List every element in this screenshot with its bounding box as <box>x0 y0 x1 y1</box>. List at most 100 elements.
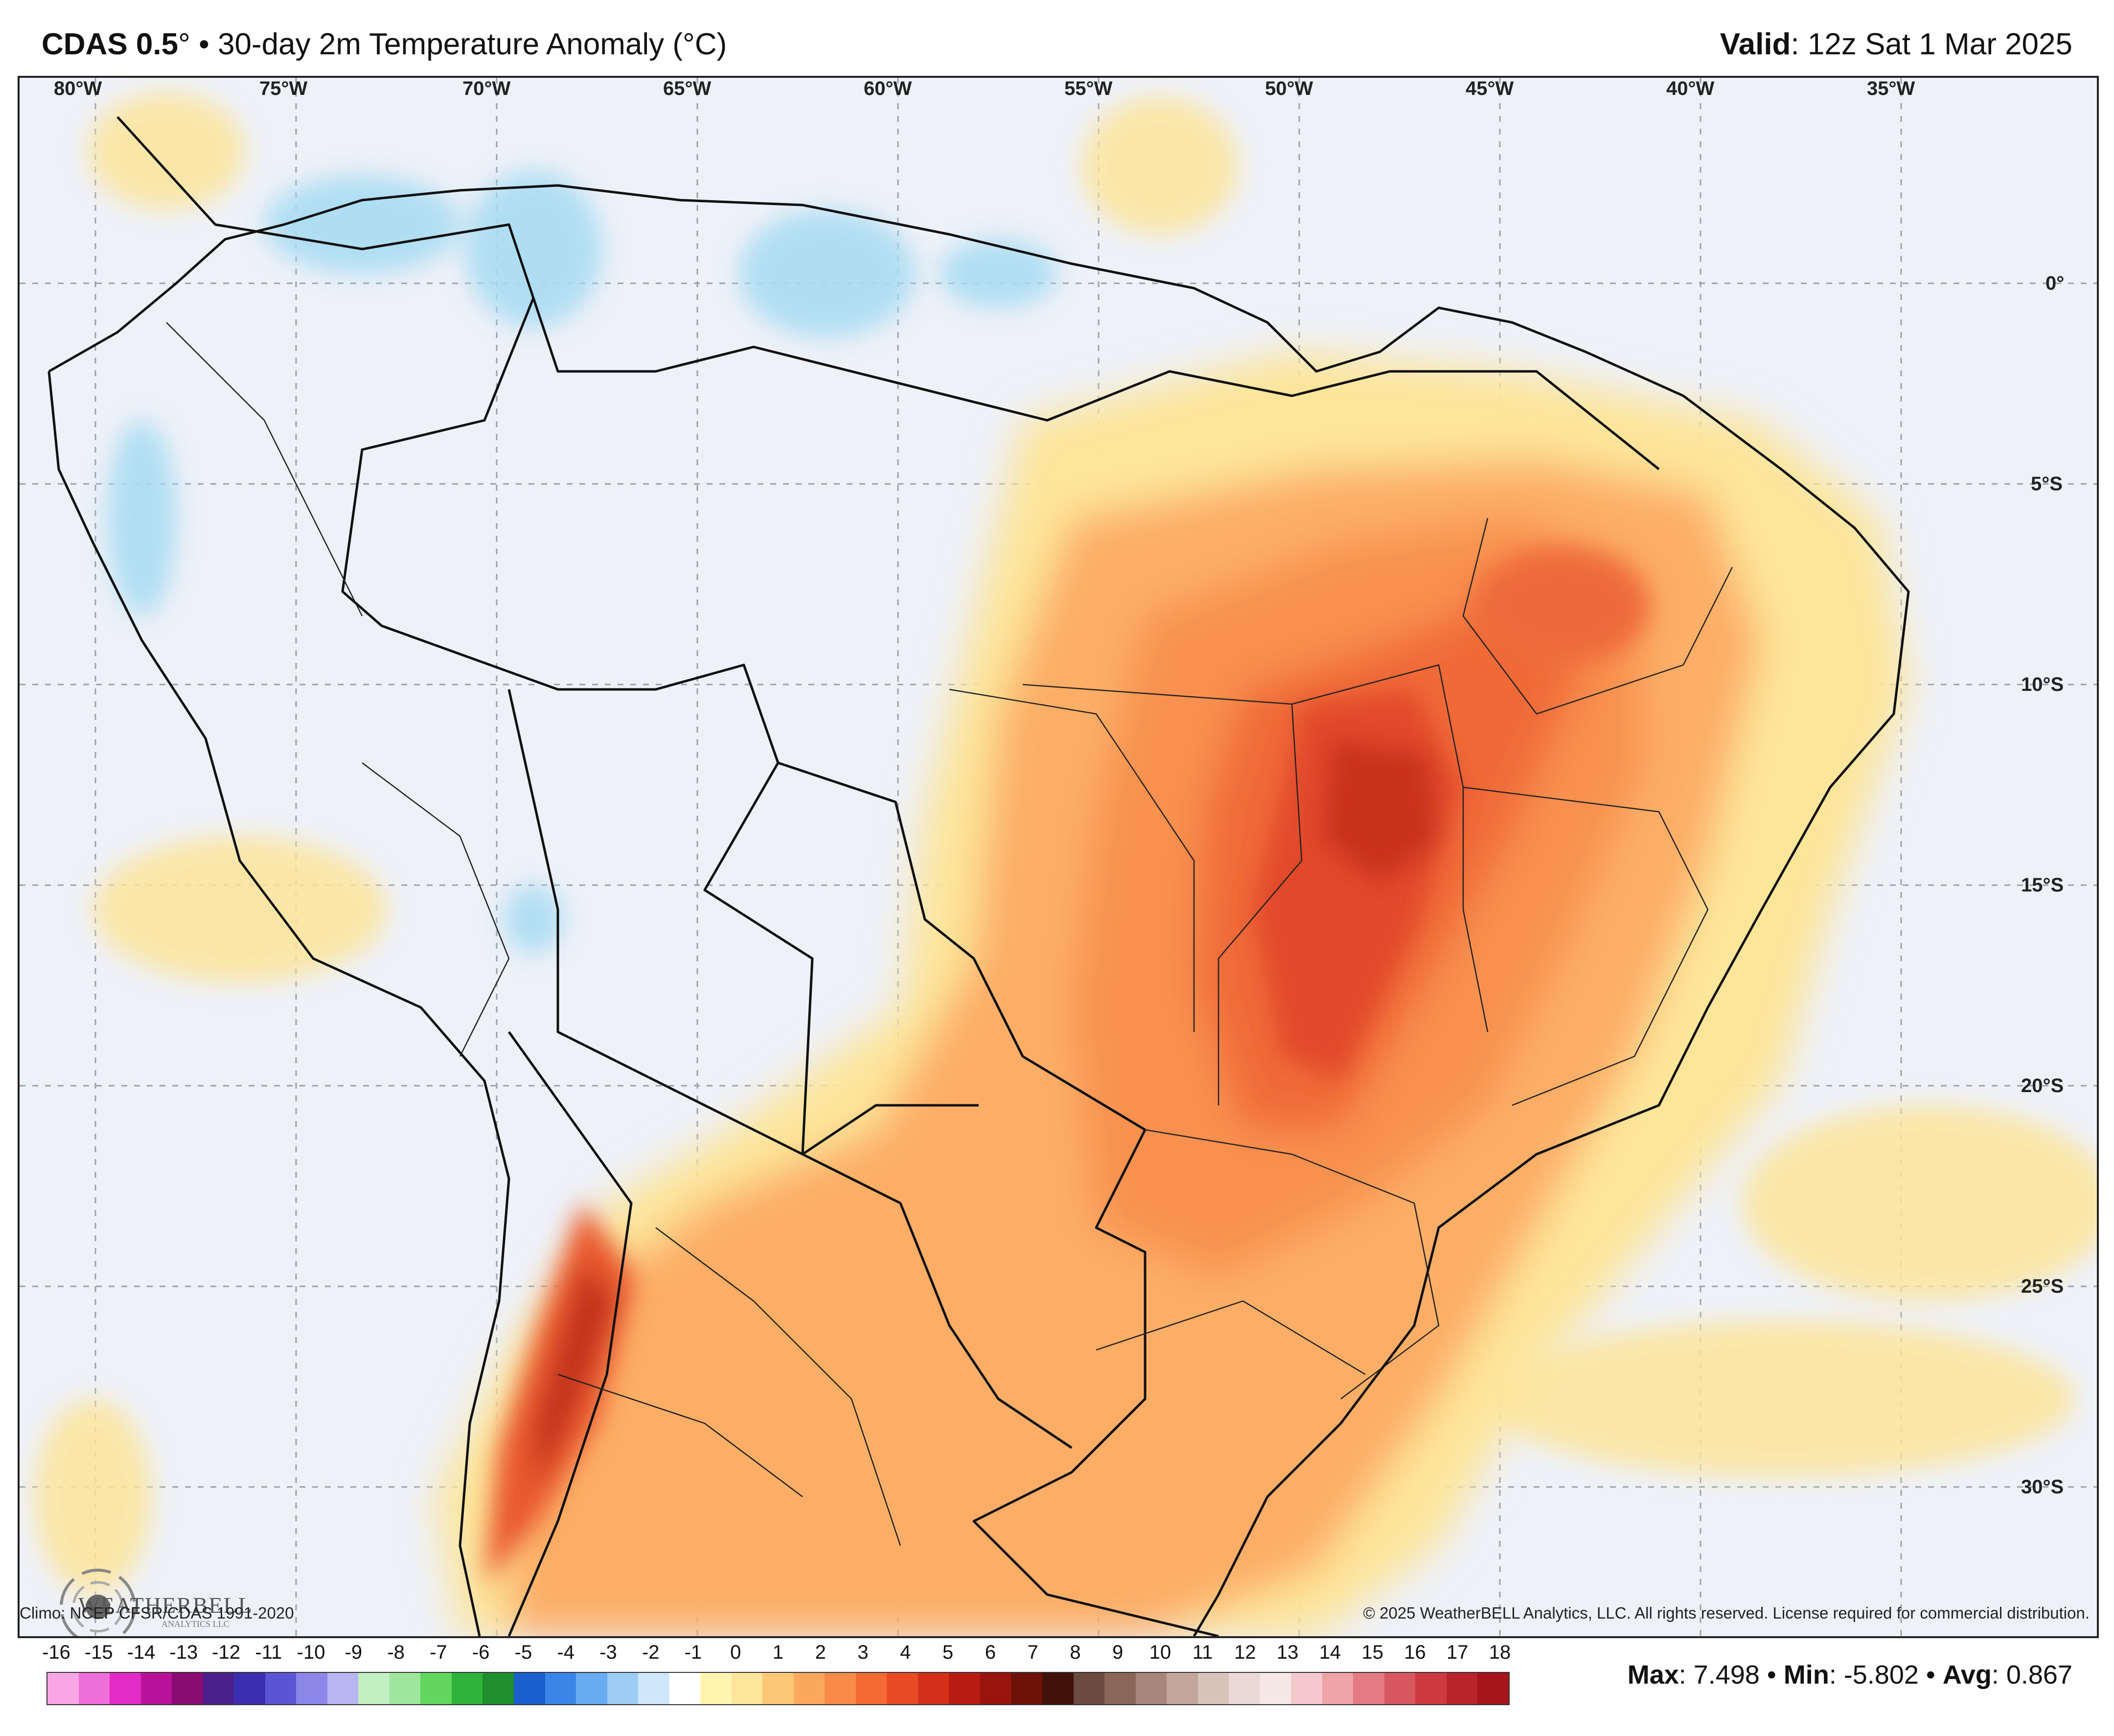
title-text: • 30-day 2m Temperature Anomaly (°C) <box>190 27 727 61</box>
colorbar-swatch <box>1197 1673 1229 1704</box>
colorbar-tick-label: -15 <box>84 1642 113 1663</box>
lat-label-15s: 15°S <box>2021 874 2064 896</box>
colorbar-swatch <box>1477 1673 1509 1704</box>
colorbar-tick-label: -16 <box>42 1642 70 1663</box>
colorbar-swatch <box>483 1673 514 1704</box>
colorbar-swatch <box>110 1673 141 1704</box>
colorbar-swatch <box>638 1673 669 1704</box>
colorbar-swatch <box>1042 1673 1074 1704</box>
lon-label-45w: 45°W <box>1466 78 1514 99</box>
colorbar-tick-label: 0 <box>730 1642 741 1663</box>
warm-anomaly-patches <box>34 92 2097 1595</box>
colorbar-swatch <box>700 1673 732 1704</box>
coastline <box>47 184 1910 1636</box>
state-borders <box>166 322 1733 1546</box>
colorbar-tick-label: 16 <box>1404 1642 1426 1663</box>
valid-time: Valid: 12z Sat 1 Mar 2025 <box>1720 27 2072 62</box>
colorbar-swatch <box>1167 1673 1198 1704</box>
colorbar-tick-label: 6 <box>985 1642 996 1663</box>
colorbar-tick-label: 5 <box>942 1642 954 1663</box>
colorbar-swatch <box>451 1673 483 1704</box>
colorbar-tick-label: 15 <box>1361 1642 1383 1663</box>
colorbar-swatch <box>1229 1673 1260 1704</box>
colorbar-tick-label: -4 <box>557 1642 574 1663</box>
colorbar-tick-label: 8 <box>1070 1642 1081 1663</box>
colorbar-swatch <box>1291 1673 1322 1704</box>
header: CDAS 0.5° • 30-day 2m Temperature Anomal… <box>0 0 2114 73</box>
colorbar-swatch <box>1104 1673 1136 1704</box>
colorbar-swatch <box>855 1673 887 1704</box>
colorbar-swatch <box>1260 1673 1291 1704</box>
colorbar-swatch <box>1011 1673 1042 1704</box>
colorbar-swatch <box>47 1673 79 1704</box>
map-title: CDAS 0.5° • 30-day 2m Temperature Anomal… <box>42 27 727 62</box>
colorbar-swatch <box>265 1673 297 1704</box>
lon-label-60w: 60°W <box>864 78 912 99</box>
colorbar-tick-label: -6 <box>472 1642 490 1663</box>
lon-label-80w: 80°W <box>54 78 102 99</box>
colorbar-tick-label: -7 <box>430 1642 447 1663</box>
colorbar-swatch <box>545 1673 576 1704</box>
colorbar-tick-label: 2 <box>815 1642 826 1663</box>
swirl-icon <box>60 1569 136 1636</box>
weatherbell-logo: WEATHERBELL ANALYTICS LLC <box>44 1565 252 1636</box>
colorbar-tick-label: -14 <box>127 1642 156 1663</box>
colorbar-tick-label: -1 <box>684 1642 702 1663</box>
product-degree: ° <box>178 27 190 61</box>
colorbar-swatch <box>203 1673 234 1704</box>
lat-label-0: 0° <box>2045 273 2065 294</box>
lon-label-50w: 50°W <box>1265 78 1313 99</box>
colorbar-swatch <box>731 1673 763 1704</box>
colorbar-swatch <box>1322 1673 1354 1704</box>
colorbar-swatch <box>1446 1673 1478 1704</box>
colorbar-swatch <box>762 1673 794 1704</box>
colorbar-swatch <box>793 1673 825 1704</box>
lon-label-70w: 70°W <box>462 78 511 99</box>
min-label: Min <box>1783 1660 1829 1690</box>
colorbar-tick-label: -2 <box>642 1642 660 1663</box>
colorbar-tick-label: -5 <box>514 1642 532 1663</box>
colorbar-swatch <box>420 1673 452 1704</box>
colorbar-swatch <box>296 1673 327 1704</box>
logo-subtext: ANALYTICS LLC <box>161 1619 230 1629</box>
colorbar-swatch <box>887 1673 918 1704</box>
map-panel: 80°W 75°W 70°W 65°W 60°W 55°W 50°W 45°W … <box>18 76 2099 1638</box>
colorbar-tick-label: 4 <box>900 1642 911 1663</box>
lon-label-35w: 35°W <box>1867 78 1915 99</box>
colorbar-tick-label: -13 <box>169 1642 198 1663</box>
max-label: Max <box>1627 1660 1679 1690</box>
colorbar-tick-label: 13 <box>1276 1642 1299 1663</box>
colorbar-tick-label: -8 <box>387 1642 405 1663</box>
colorbar-tick-label: -9 <box>345 1642 363 1663</box>
colorbar-swatch <box>234 1673 265 1704</box>
colorbar-tick-label: -11 <box>255 1642 282 1663</box>
colorbar-tick-label: 12 <box>1234 1642 1256 1663</box>
colorbar-swatch <box>1353 1673 1384 1704</box>
colorbar-swatch <box>140 1673 172 1704</box>
lon-label-75w: 75°W <box>259 78 308 99</box>
copyright-notice: © 2025 WeatherBELL Analytics, LLC. All r… <box>1363 1604 2090 1622</box>
colorbar-tick-label: 1 <box>772 1642 784 1663</box>
colorbar-swatch <box>825 1673 856 1704</box>
colorbar-tick-label: 11 <box>1192 1642 1213 1663</box>
colorbar-tick-label: -10 <box>297 1642 325 1663</box>
colorbar-swatch <box>1415 1673 1447 1704</box>
colorbar-swatch <box>607 1673 639 1704</box>
colorbar-gradient <box>46 1672 1510 1705</box>
colorbar-tick-label: 7 <box>1027 1642 1038 1663</box>
colorbar-swatch <box>1384 1673 1416 1704</box>
product-name: CDAS 0.5 <box>42 27 179 61</box>
colorbar-tick-label: 17 <box>1446 1642 1469 1663</box>
avg-value: : 0.867 <box>1991 1660 2072 1690</box>
max-value: : 7.498 • <box>1678 1660 1784 1690</box>
colorbar-ticks: -16 -15 -14 -13 -12 -11 -10 -9 -8 -7 -6 -5 -4 -3 -2 -1 0… <box>42 1642 1511 1671</box>
lat-label-5s: 5°S <box>2031 473 2063 495</box>
anomaly-core <box>484 548 1649 1585</box>
colorbar-swatch <box>327 1673 359 1704</box>
country-borders <box>116 116 1660 1636</box>
colorbar-swatch <box>172 1673 203 1704</box>
colorbar-swatch <box>918 1673 949 1704</box>
lat-label-30s: 30°S <box>2021 1476 2064 1498</box>
colorbar-tick-label: 14 <box>1319 1642 1341 1663</box>
min-value: : -5.802 • <box>1829 1660 1943 1690</box>
